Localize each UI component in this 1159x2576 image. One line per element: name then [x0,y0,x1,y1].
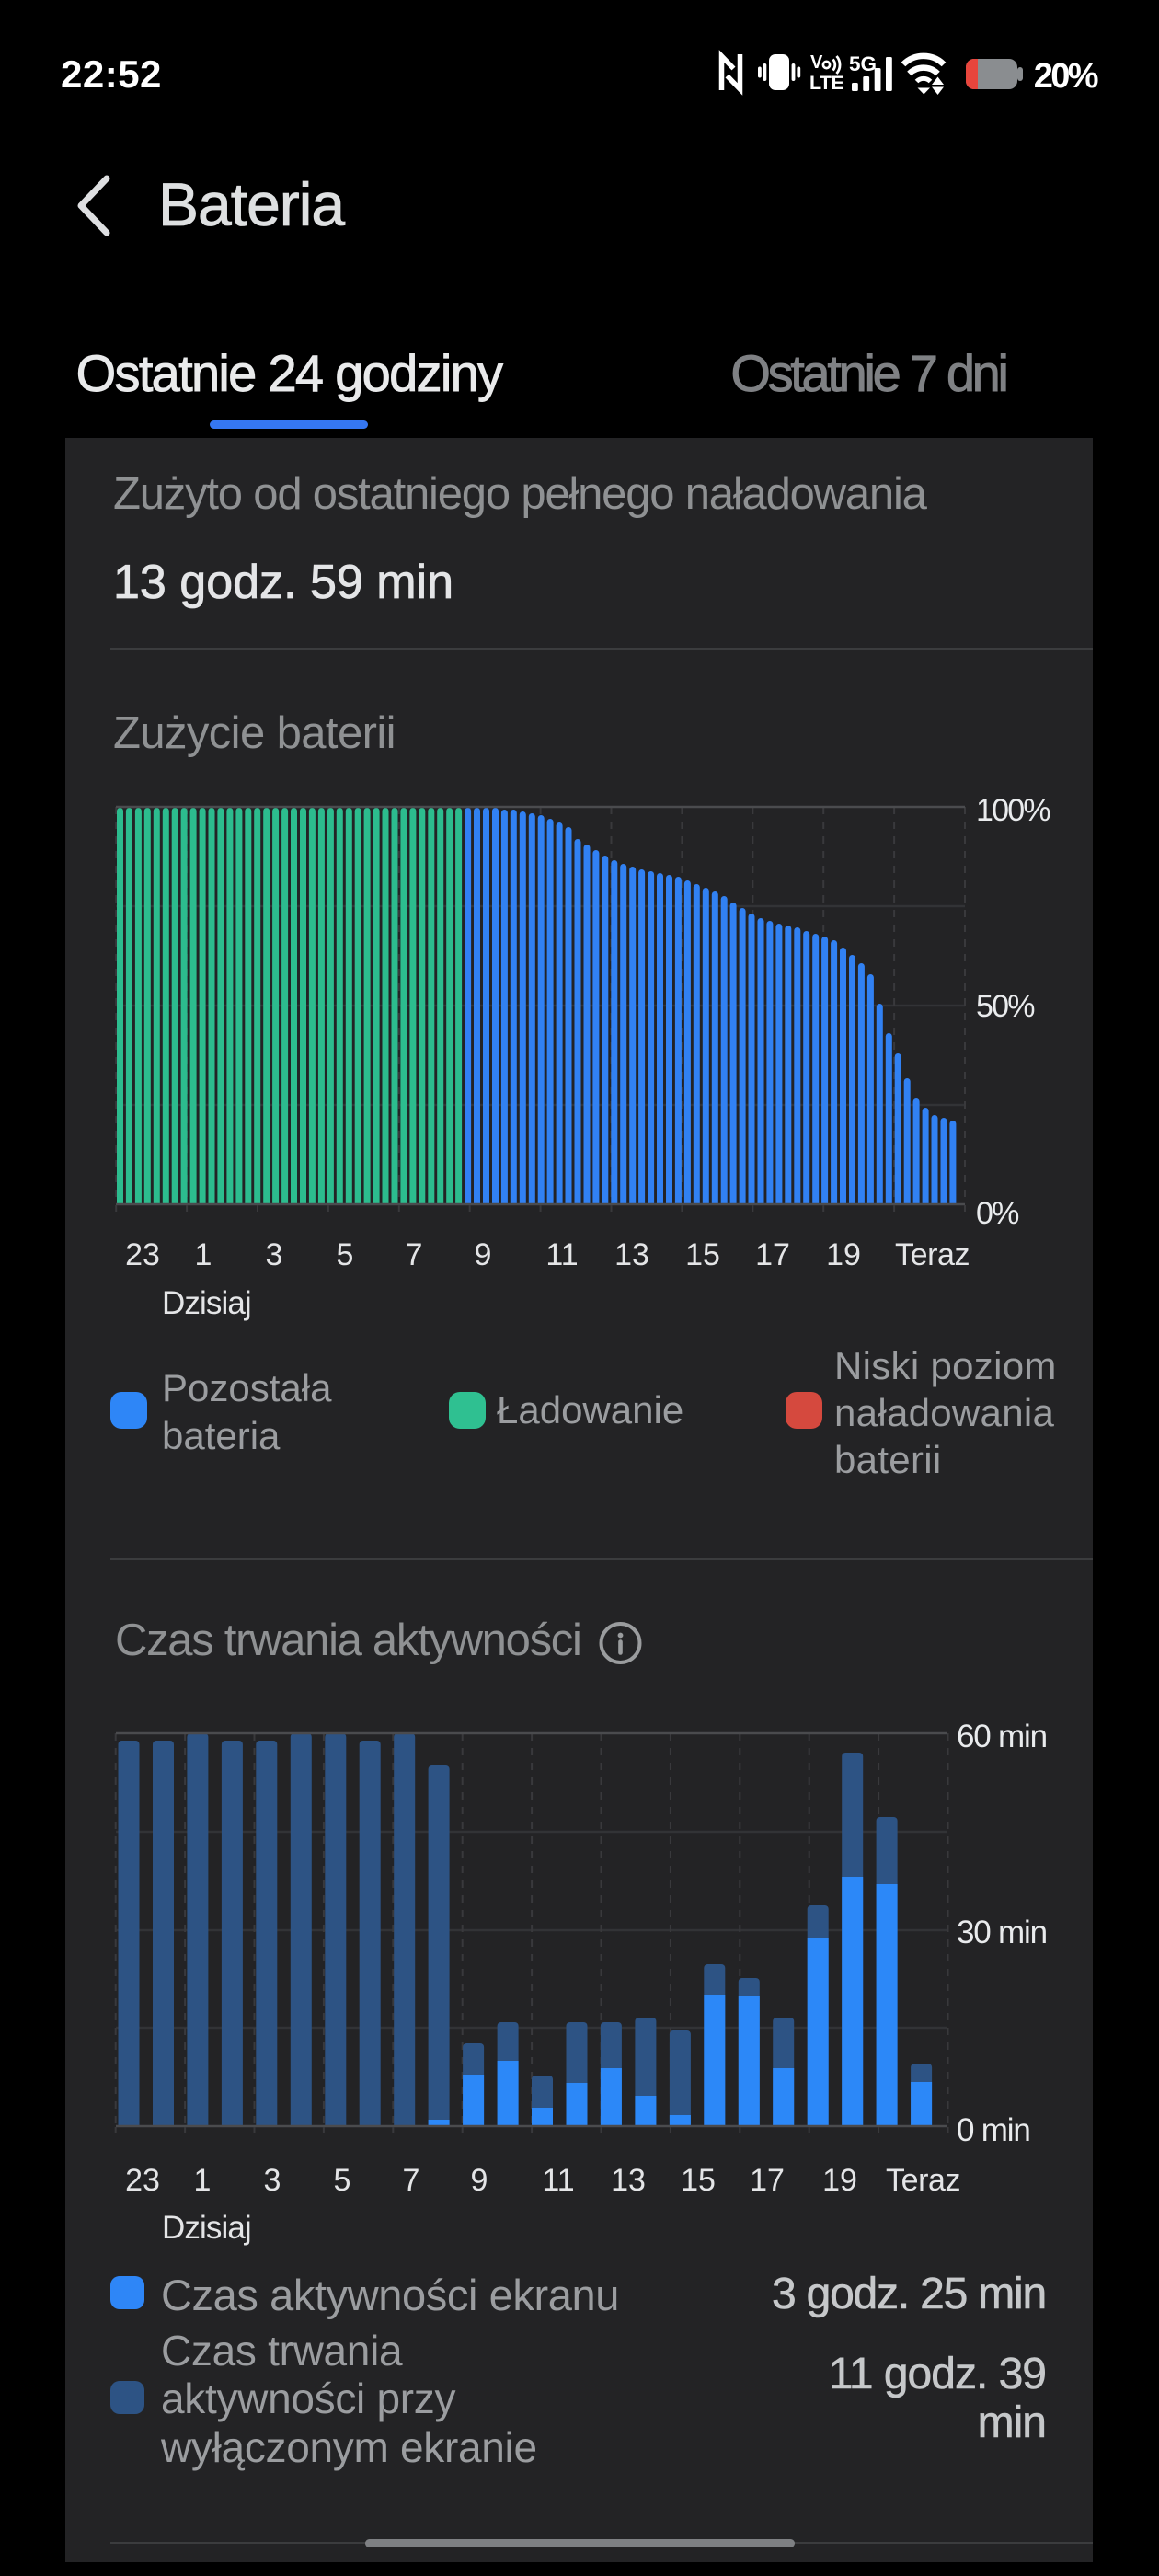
svg-text:LTE: LTE [809,72,843,94]
svg-text:V: V [810,52,823,73]
svg-text:5G: 5G [849,52,877,75]
